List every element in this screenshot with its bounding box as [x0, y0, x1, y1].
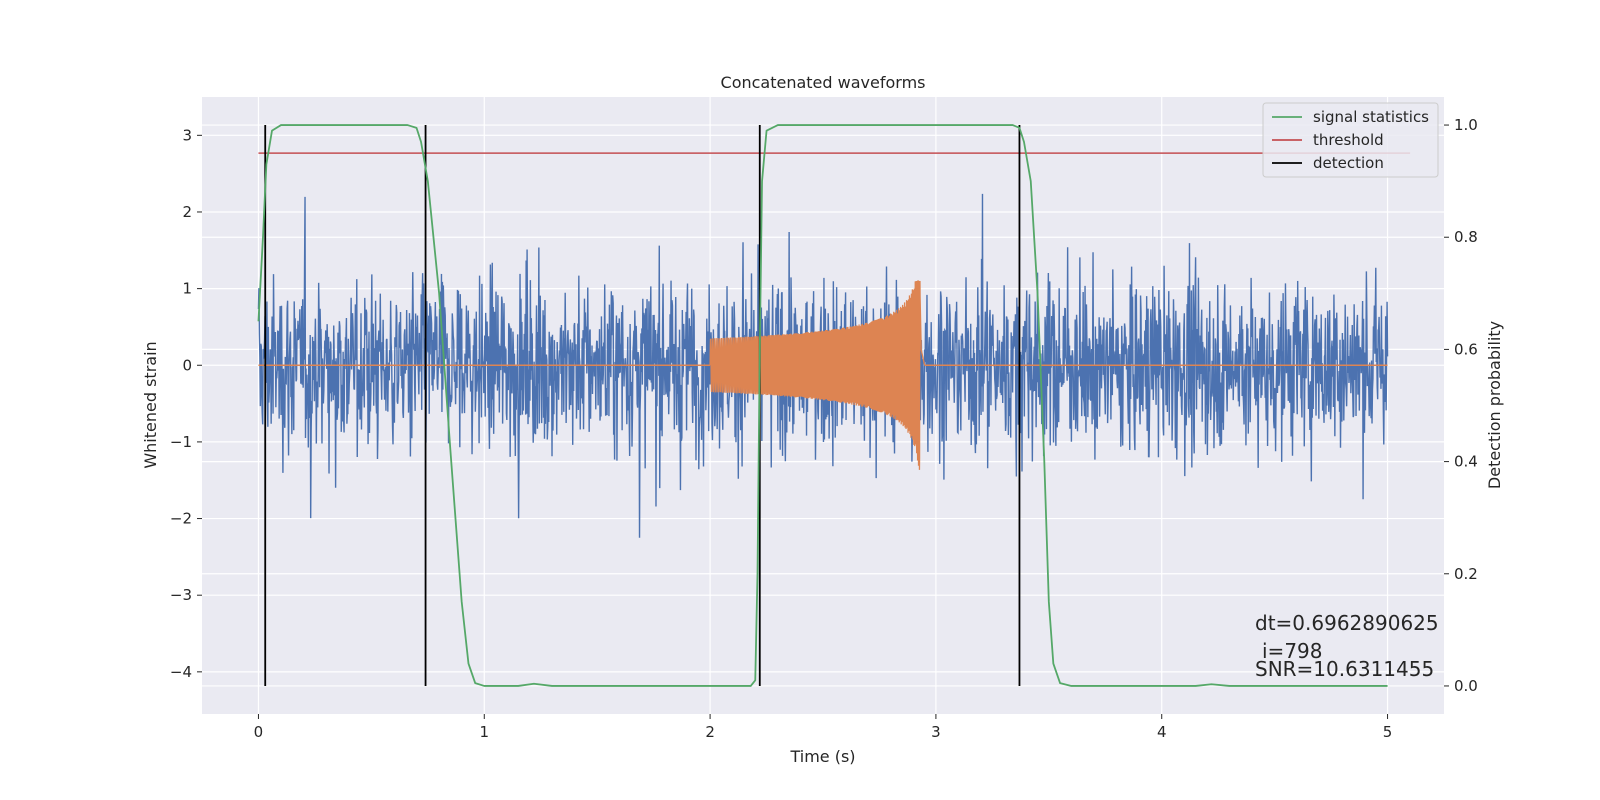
- x-tick-label-5: 5: [1383, 723, 1393, 741]
- signal-statistics-path: [257, 124, 1388, 687]
- y2-tick-label-0: 1.0: [1454, 116, 1478, 134]
- legend-box: [1262, 102, 1439, 178]
- y-tick-label-1: 2: [182, 203, 192, 221]
- x-tick-label-3: 3: [931, 723, 941, 741]
- legend-label-detection: detection: [1313, 154, 1384, 172]
- y2-tick-label-4: 0.2: [1454, 565, 1478, 583]
- y-tick-label-2: 1: [182, 280, 192, 298]
- y2-axis-label: Detection probability: [1485, 321, 1504, 489]
- y-tick-label-7: −4: [170, 663, 192, 681]
- x-axis-label: Time (s): [789, 747, 855, 766]
- annotation-i: i=798: [1262, 639, 1323, 663]
- y-tick-label-0: 3: [182, 126, 192, 144]
- signal-chirp-path: [709, 280, 926, 470]
- injected-signal-trace: [258, 280, 1388, 470]
- y2-tick-label-5: 0.0: [1454, 677, 1478, 695]
- y2-tick-label-3: 0.4: [1454, 453, 1478, 471]
- y-axis-ticks: 3 2 1 0 −1 −2 −3 −4: [170, 126, 202, 681]
- legend: signal statistics threshold detection: [1262, 102, 1439, 178]
- y-tick-label-5: −2: [170, 510, 192, 528]
- annotation-dt: dt=0.6962890625: [1255, 611, 1439, 635]
- y-axis-label: Whitened strain: [141, 341, 160, 468]
- x-tick-label-1: 1: [479, 723, 489, 741]
- y2-axis-ticks: 1.0 0.8 0.6 0.4 0.2 0.0: [1444, 116, 1478, 695]
- y-tick-label-3: 0: [182, 356, 192, 374]
- x-tick-label-2: 2: [705, 723, 715, 741]
- y-tick-label-6: −3: [170, 586, 192, 604]
- y-tick-label-4: −1: [170, 433, 192, 451]
- annotation-snr: SNR=10.6311455: [1255, 657, 1434, 681]
- legend-label-threshold: threshold: [1313, 131, 1384, 149]
- chart-title: Concatenated waveforms: [721, 73, 926, 92]
- x-tick-label-4: 4: [1157, 723, 1167, 741]
- signal-statistics-line: [257, 124, 1388, 687]
- x-tick-label-0: 0: [254, 723, 264, 741]
- y2-tick-label-1: 0.8: [1454, 228, 1478, 246]
- legend-label-signal-statistics: signal statistics: [1313, 108, 1429, 126]
- x-axis-ticks: 0 1 2 3 4 5: [254, 714, 1393, 741]
- y2-tick-label-2: 0.6: [1454, 340, 1478, 358]
